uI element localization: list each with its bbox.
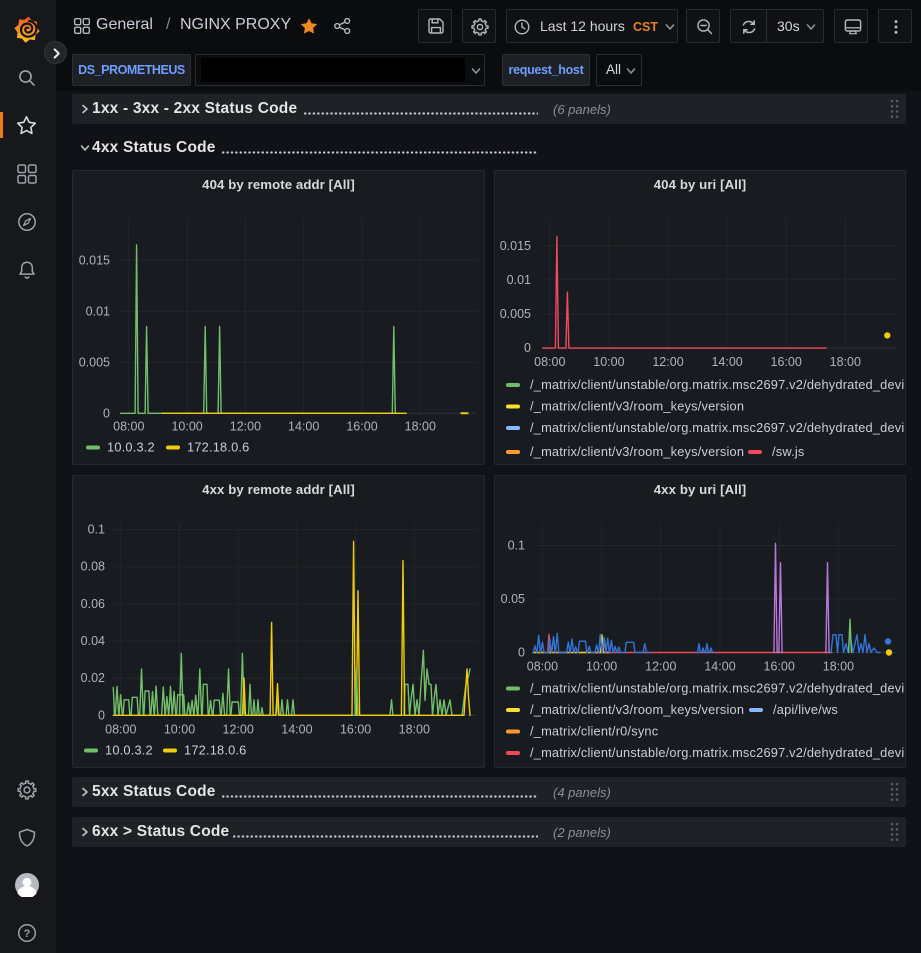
svg-text:/_matrix/client/v3/room_keys/v: /_matrix/client/v3/room_keys/version xyxy=(530,399,744,414)
svg-text:0.06: 0.06 xyxy=(81,597,105,611)
svg-text:/_matrix/client/unstable/org.m: /_matrix/client/unstable/org.matrix.msc2… xyxy=(530,745,906,760)
svg-text:18:00: 18:00 xyxy=(830,355,861,369)
svg-text:14:00: 14:00 xyxy=(288,420,319,434)
svg-text:08:00: 08:00 xyxy=(113,420,144,434)
svg-text:14:00: 14:00 xyxy=(711,355,742,369)
svg-text:0: 0 xyxy=(518,646,525,660)
svg-text:0.04: 0.04 xyxy=(81,634,105,648)
svg-text:14:00: 14:00 xyxy=(281,723,312,737)
svg-text:08:00: 08:00 xyxy=(527,660,558,674)
svg-text:0.005: 0.005 xyxy=(79,355,110,369)
svg-text:10:00: 10:00 xyxy=(593,355,624,369)
svg-text:10:00: 10:00 xyxy=(171,420,202,434)
svg-text:16:00: 16:00 xyxy=(764,660,795,674)
svg-text:12:00: 12:00 xyxy=(223,723,254,737)
svg-text:0: 0 xyxy=(524,341,531,355)
svg-text:0: 0 xyxy=(98,708,105,722)
svg-text:08:00: 08:00 xyxy=(105,723,136,737)
svg-text:0.08: 0.08 xyxy=(81,560,105,574)
svg-text:0.01: 0.01 xyxy=(507,273,531,287)
svg-text:0.015: 0.015 xyxy=(500,239,531,253)
svg-text:18:00: 18:00 xyxy=(405,420,436,434)
svg-text:12:00: 12:00 xyxy=(652,355,683,369)
svg-text:/_matrix/client/unstable/org.m: /_matrix/client/unstable/org.matrix.msc2… xyxy=(530,420,906,435)
svg-text:172.18.0.6: 172.18.0.6 xyxy=(187,440,250,455)
svg-text:?: ? xyxy=(24,928,31,940)
svg-text:16:00: 16:00 xyxy=(771,355,802,369)
svg-text:10.0.3.2: 10.0.3.2 xyxy=(107,440,155,455)
svg-text:10.0.3.2: 10.0.3.2 xyxy=(105,743,153,758)
svg-text:14:00: 14:00 xyxy=(704,660,735,674)
svg-text:16:00: 16:00 xyxy=(340,723,371,737)
svg-text:16:00: 16:00 xyxy=(346,420,377,434)
svg-text:/_matrix/client/v3/room_keys/v: /_matrix/client/v3/room_keys/version xyxy=(530,702,744,717)
svg-text:0: 0 xyxy=(103,406,110,420)
svg-text:0.1: 0.1 xyxy=(88,523,105,537)
svg-text:/_matrix/client/r0/sync: /_matrix/client/r0/sync xyxy=(530,724,659,739)
svg-text:18:00: 18:00 xyxy=(399,723,430,737)
svg-text:08:00: 08:00 xyxy=(534,355,565,369)
svg-text:0.015: 0.015 xyxy=(79,253,110,267)
svg-text:18:00: 18:00 xyxy=(823,660,854,674)
svg-text:/_matrix/client/unstable/org.m: /_matrix/client/unstable/org.matrix.msc2… xyxy=(530,681,906,696)
svg-text:172.18.0.6: 172.18.0.6 xyxy=(184,743,247,758)
svg-text:0.1: 0.1 xyxy=(508,539,525,553)
svg-text:/sw.js: /sw.js xyxy=(772,444,805,459)
svg-text:/_matrix/client/unstable/org.m: /_matrix/client/unstable/org.matrix.msc2… xyxy=(530,377,906,392)
svg-text:/_matrix/client/v3/room_keys/v: /_matrix/client/v3/room_keys/version xyxy=(530,444,744,459)
svg-text:10:00: 10:00 xyxy=(164,723,195,737)
svg-text:10:00: 10:00 xyxy=(586,660,617,674)
svg-text:0.01: 0.01 xyxy=(86,304,110,318)
svg-text:12:00: 12:00 xyxy=(230,420,261,434)
svg-text:0.02: 0.02 xyxy=(81,671,105,685)
svg-text:0.005: 0.005 xyxy=(500,307,531,321)
svg-text:12:00: 12:00 xyxy=(645,660,676,674)
svg-text:/api/live/ws: /api/live/ws xyxy=(773,702,838,717)
svg-text:0.05: 0.05 xyxy=(501,592,525,606)
